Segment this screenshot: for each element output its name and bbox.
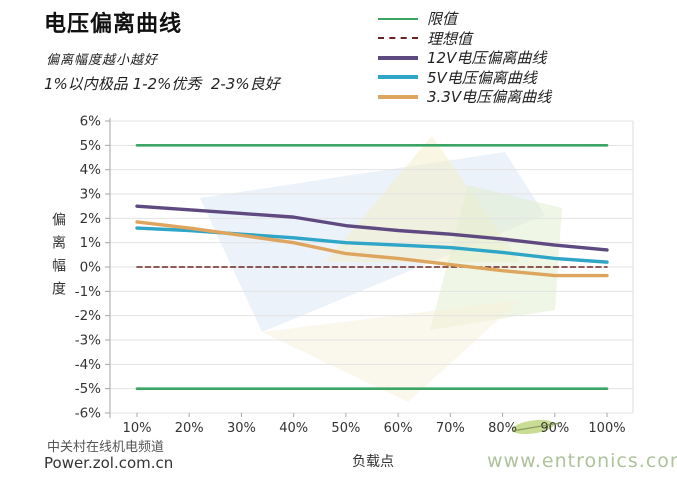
background-watermark-logo <box>200 136 562 402</box>
series-line-12V电压偏离曲线 <box>135 204 609 252</box>
legend-item-12v: 12V电压偏离曲线 <box>378 48 551 68</box>
legend-line-swatch <box>378 75 418 80</box>
x-tick-label: 30% <box>227 421 256 436</box>
y-tick-label: 1% <box>80 235 102 251</box>
legend-label: 5V电压偏离曲线 <box>427 68 537 87</box>
legend-item-limit: 限值 <box>378 9 551 29</box>
y-tick-label: -2% <box>75 308 101 324</box>
legend-line-swatch <box>378 94 418 99</box>
footer-site-url: Power.zol.com.cn <box>44 454 174 472</box>
x-tick-label: 60% <box>384 421 413 436</box>
x-tick-label: 70% <box>436 421 465 436</box>
y-tick-label: 5% <box>80 138 102 154</box>
y-tick-label: 4% <box>80 162 102 178</box>
leaf-stem-line <box>511 422 561 432</box>
y-tick-label: 2% <box>80 211 102 227</box>
y-tick-label: 3% <box>80 187 102 203</box>
y-tick-label: -4% <box>75 357 101 373</box>
x-tick-label: 20% <box>175 421 204 436</box>
y-tick-label: -5% <box>75 381 101 397</box>
x-tick-label: 80% <box>488 421 517 436</box>
legend-item-3v3: 3.3V电压偏离曲线 <box>378 87 551 107</box>
y-axis-title: 偏离幅度 <box>50 212 66 304</box>
y-tick-label: -3% <box>75 333 101 349</box>
legend-label: 12V电压偏离曲线 <box>427 49 547 68</box>
y-tick-label: -1% <box>75 284 101 300</box>
legend-dashed-swatch <box>378 37 418 40</box>
series-line-3.3V电压偏离曲线 <box>135 220 609 278</box>
legend-line-swatch <box>378 17 418 20</box>
legend-label: 理想值 <box>427 29 473 48</box>
y-tick-label: 0% <box>80 260 102 276</box>
chart-legend: 限值 理想值 12V电压偏离曲线 5V电压偏离曲线 3.3V电压偏离曲线 <box>378 9 551 107</box>
x-tick-label: 40% <box>279 421 308 436</box>
x-axis-ticks <box>136 413 608 417</box>
footer-channel-name: 中关村在线机电频道 <box>47 440 165 455</box>
x-tick-label: 90% <box>540 421 569 436</box>
watermark-url: www.entronics.com <box>487 450 677 472</box>
legend-label: 3.3V电压偏离曲线 <box>427 88 552 107</box>
chart-rating-note: 1%以内极品 1-2%优秀 2-3%良好 <box>44 75 280 93</box>
y-tick-labels: -6% -5% -4% -3% -2% -1% 0% 1% 2% 3% 4% 5% 6% <box>75 114 101 422</box>
chart-subtitle: 偏离幅度越小越好 <box>46 53 159 68</box>
chart-title: 电压偏离曲线 <box>44 12 183 37</box>
y-axis <box>105 118 111 418</box>
legend-item-5v: 5V电压偏离曲线 <box>378 68 551 88</box>
legend-label: 限值 <box>427 10 458 29</box>
y-tick-label: 6% <box>80 114 102 130</box>
x-tick-labels: 10% 20% 30% 40% 50% 60% 70% 80% 90% 100% <box>123 421 626 436</box>
x-axis-title: 负载点 <box>352 454 394 470</box>
y-tick-label: -6% <box>75 406 101 422</box>
x-tick-label: 10% <box>123 421 152 436</box>
legend-line-swatch <box>378 55 418 60</box>
x-tick-label: 100% <box>588 421 625 436</box>
x-tick-label: 50% <box>331 421 360 436</box>
legend-item-ideal: 理想值 <box>378 29 551 49</box>
